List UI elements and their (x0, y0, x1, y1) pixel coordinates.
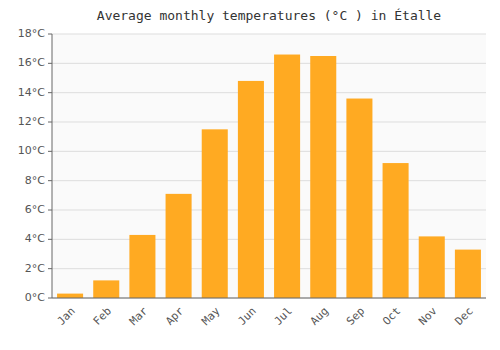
x-tick-label: Sep (344, 305, 367, 328)
x-tick-label: Mar (127, 304, 151, 328)
bar (57, 294, 83, 298)
y-tick-label: 2°C (25, 262, 45, 275)
bar (166, 194, 192, 298)
y-tick-label: 16°C (18, 56, 45, 69)
x-axis: Jan Feb Mar Apr May Jun Jul Aug Sep Oct Nov Dec (55, 304, 476, 328)
bar (419, 236, 445, 298)
bars (57, 55, 481, 298)
bar (129, 235, 155, 298)
y-tick (48, 180, 52, 181)
grid-line (52, 210, 486, 211)
y-tick (48, 63, 52, 64)
x-tick-label: Aug (308, 305, 331, 328)
y-tick (48, 122, 52, 123)
bar (238, 81, 264, 298)
y-tick (48, 298, 52, 299)
grid-line (52, 151, 486, 152)
bar (274, 55, 300, 298)
x-axis-line (52, 298, 486, 299)
y-tick-label: 0°C (25, 291, 45, 304)
y-tick (48, 239, 52, 240)
y-tick-label: 6°C (25, 203, 45, 216)
bar (383, 163, 409, 298)
x-tick-label: Jan (55, 305, 78, 328)
x-tick-label: Jun (235, 305, 258, 328)
grid-line (52, 63, 486, 64)
title: Average monthly temperatures (°C ) in Ét… (97, 8, 442, 23)
y-tick-label: 4°C (25, 232, 45, 245)
y-axis: 0°C 2°C 4°C 6°C 8°C 10°C 12°C 14°C 16°C 18°C (18, 27, 486, 304)
bar (93, 280, 119, 298)
y-tick (48, 34, 52, 35)
y-tick-label: 12°C (18, 115, 45, 128)
x-tick-label: Dec (452, 305, 475, 328)
x-tick-label: Feb (91, 305, 114, 328)
y-tick (48, 268, 52, 269)
chart-container: 0°C 2°C 4°C 6°C 8°C 10°C 12°C 14°C 16°C 18°C Jan Fe… (0, 0, 500, 350)
y-tick-label: 10°C (18, 144, 45, 157)
x-tick-label: Nov (416, 304, 440, 328)
grid-line (52, 34, 486, 35)
plot-background (52, 34, 486, 298)
y-tick (48, 92, 52, 93)
bar (202, 129, 228, 298)
grid-line (52, 122, 486, 123)
y-tick-label: 14°C (18, 86, 45, 99)
bar (310, 56, 336, 298)
x-tick-label: May (199, 304, 223, 328)
grid-line (52, 298, 486, 299)
y-tick-label: 8°C (25, 174, 45, 187)
y-tick (48, 151, 52, 152)
x-tick-label: Jul (272, 305, 295, 328)
y-tick-label: 18°C (18, 27, 45, 40)
x-tick-label: Oct (380, 305, 403, 328)
x-tick-label: Apr (163, 304, 187, 328)
y-axis-line (52, 34, 53, 298)
bar (455, 250, 481, 298)
bar (346, 99, 372, 298)
grid-line (52, 92, 486, 93)
grid-line (52, 180, 486, 181)
y-tick (48, 210, 52, 211)
chart: 0°C 2°C 4°C 6°C 8°C 10°C 12°C 14°C 16°C 18°C Jan Fe… (0, 0, 500, 350)
